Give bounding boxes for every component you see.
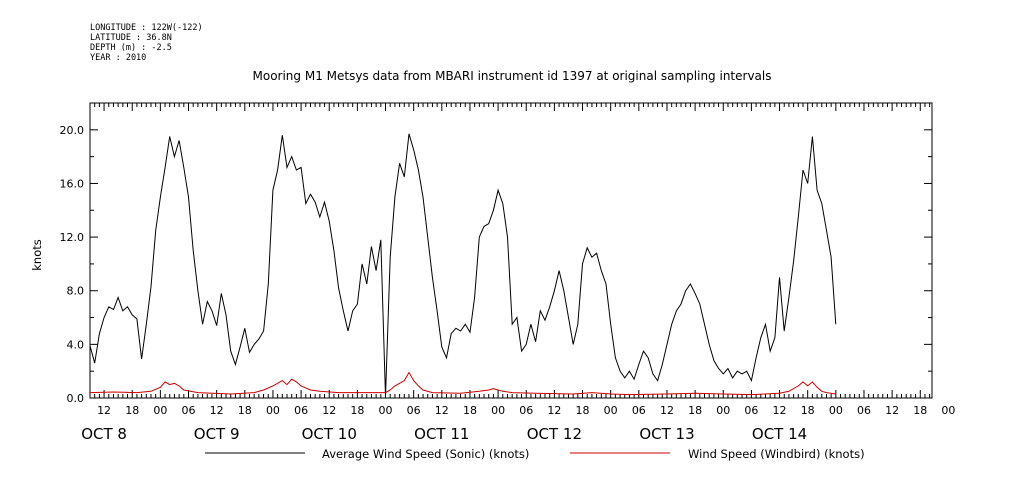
y-axis-label: knots (30, 239, 44, 271)
x-hour-label: 00 (941, 404, 955, 417)
x-hour-label: 06 (857, 404, 871, 417)
x-day-label: OCT 8 (81, 425, 127, 443)
x-day-label: OCT 9 (194, 425, 240, 443)
x-hour-label: 12 (547, 404, 561, 417)
chart-title: Mooring M1 Metsys data from MBARI instru… (253, 69, 772, 83)
x-day-label: OCT 10 (302, 425, 357, 443)
x-hour-label: 12 (210, 404, 224, 417)
x-hour-label: 06 (632, 404, 646, 417)
x-hour-label: 06 (182, 404, 196, 417)
x-hour-label: 12 (885, 404, 899, 417)
x-hour-label: 06 (744, 404, 758, 417)
x-hour-label: 00 (379, 404, 393, 417)
y-tick-label: 16.0 (60, 177, 85, 190)
depth-label: DEPTH (m) : -2.5 (90, 43, 172, 53)
longitude-label: LONGITUDE : 122W(-122) (90, 23, 203, 33)
x-hour-label: 12 (97, 404, 111, 417)
metadata-block: LONGITUDE : 122W(-122) LATITUDE : 36.8N … (90, 23, 203, 63)
y-tick-label: 20.0 (60, 124, 85, 137)
y-axis-ticks: 0.0 4.0 8.0 12.0 16.0 20.0 (60, 102, 932, 405)
x-axis-ticks: 12 18 00 06 12 18 00 06 12 18 00 06 12 18 00 06 12 18 00 06… (81, 103, 955, 443)
x-hour-label: 18 (238, 404, 252, 417)
legend: Average Wind Speed (Sonic) (knots) Wind … (205, 447, 865, 461)
x-hour-label: 18 (688, 404, 702, 417)
x-hour-label: 00 (829, 404, 843, 417)
y-tick-label: 4.0 (67, 338, 85, 351)
year-label: YEAR : 2010 (90, 53, 146, 63)
x-hour-label: 00 (491, 404, 505, 417)
series-lines (89, 133, 837, 397)
y-tick-label: 8.0 (67, 285, 85, 298)
y-tick-label: 0.0 (67, 392, 85, 405)
x-day-label: OCT 14 (752, 425, 807, 443)
x-hour-label: 12 (435, 404, 449, 417)
latitude-label: LATITUDE : 36.8N (90, 33, 172, 43)
x-hour-label: 18 (350, 404, 364, 417)
x-day-label: OCT 12 (527, 425, 582, 443)
x-hour-label: 18 (913, 404, 927, 417)
x-hour-label: 18 (125, 404, 139, 417)
series-line-windbird (89, 371, 836, 396)
plot-frame (89, 102, 933, 399)
x-day-label: OCT 11 (414, 425, 469, 443)
x-hour-label: 00 (153, 404, 167, 417)
x-hour-label: 00 (716, 404, 730, 417)
x-hour-label: 18 (463, 404, 477, 417)
legend-label-windbird: Wind Speed (Windbird) (knots) (688, 447, 865, 461)
x-hour-label: 12 (322, 404, 336, 417)
x-hour-label: 06 (294, 404, 308, 417)
x-hour-label: 06 (407, 404, 421, 417)
y-tick-label: 12.0 (60, 231, 85, 244)
x-hour-label: 12 (773, 404, 787, 417)
legend-label-sonic: Average Wind Speed (Sonic) (knots) (322, 447, 529, 461)
x-hour-label: 18 (801, 404, 815, 417)
x-hour-label: 06 (519, 404, 533, 417)
x-hour-label: 00 (604, 404, 618, 417)
x-day-label: OCT 13 (639, 425, 694, 443)
series-line-sonic (89, 133, 837, 397)
x-hour-label: 12 (660, 404, 674, 417)
x-hour-label: 18 (576, 404, 590, 417)
x-hour-label: 00 (266, 404, 280, 417)
